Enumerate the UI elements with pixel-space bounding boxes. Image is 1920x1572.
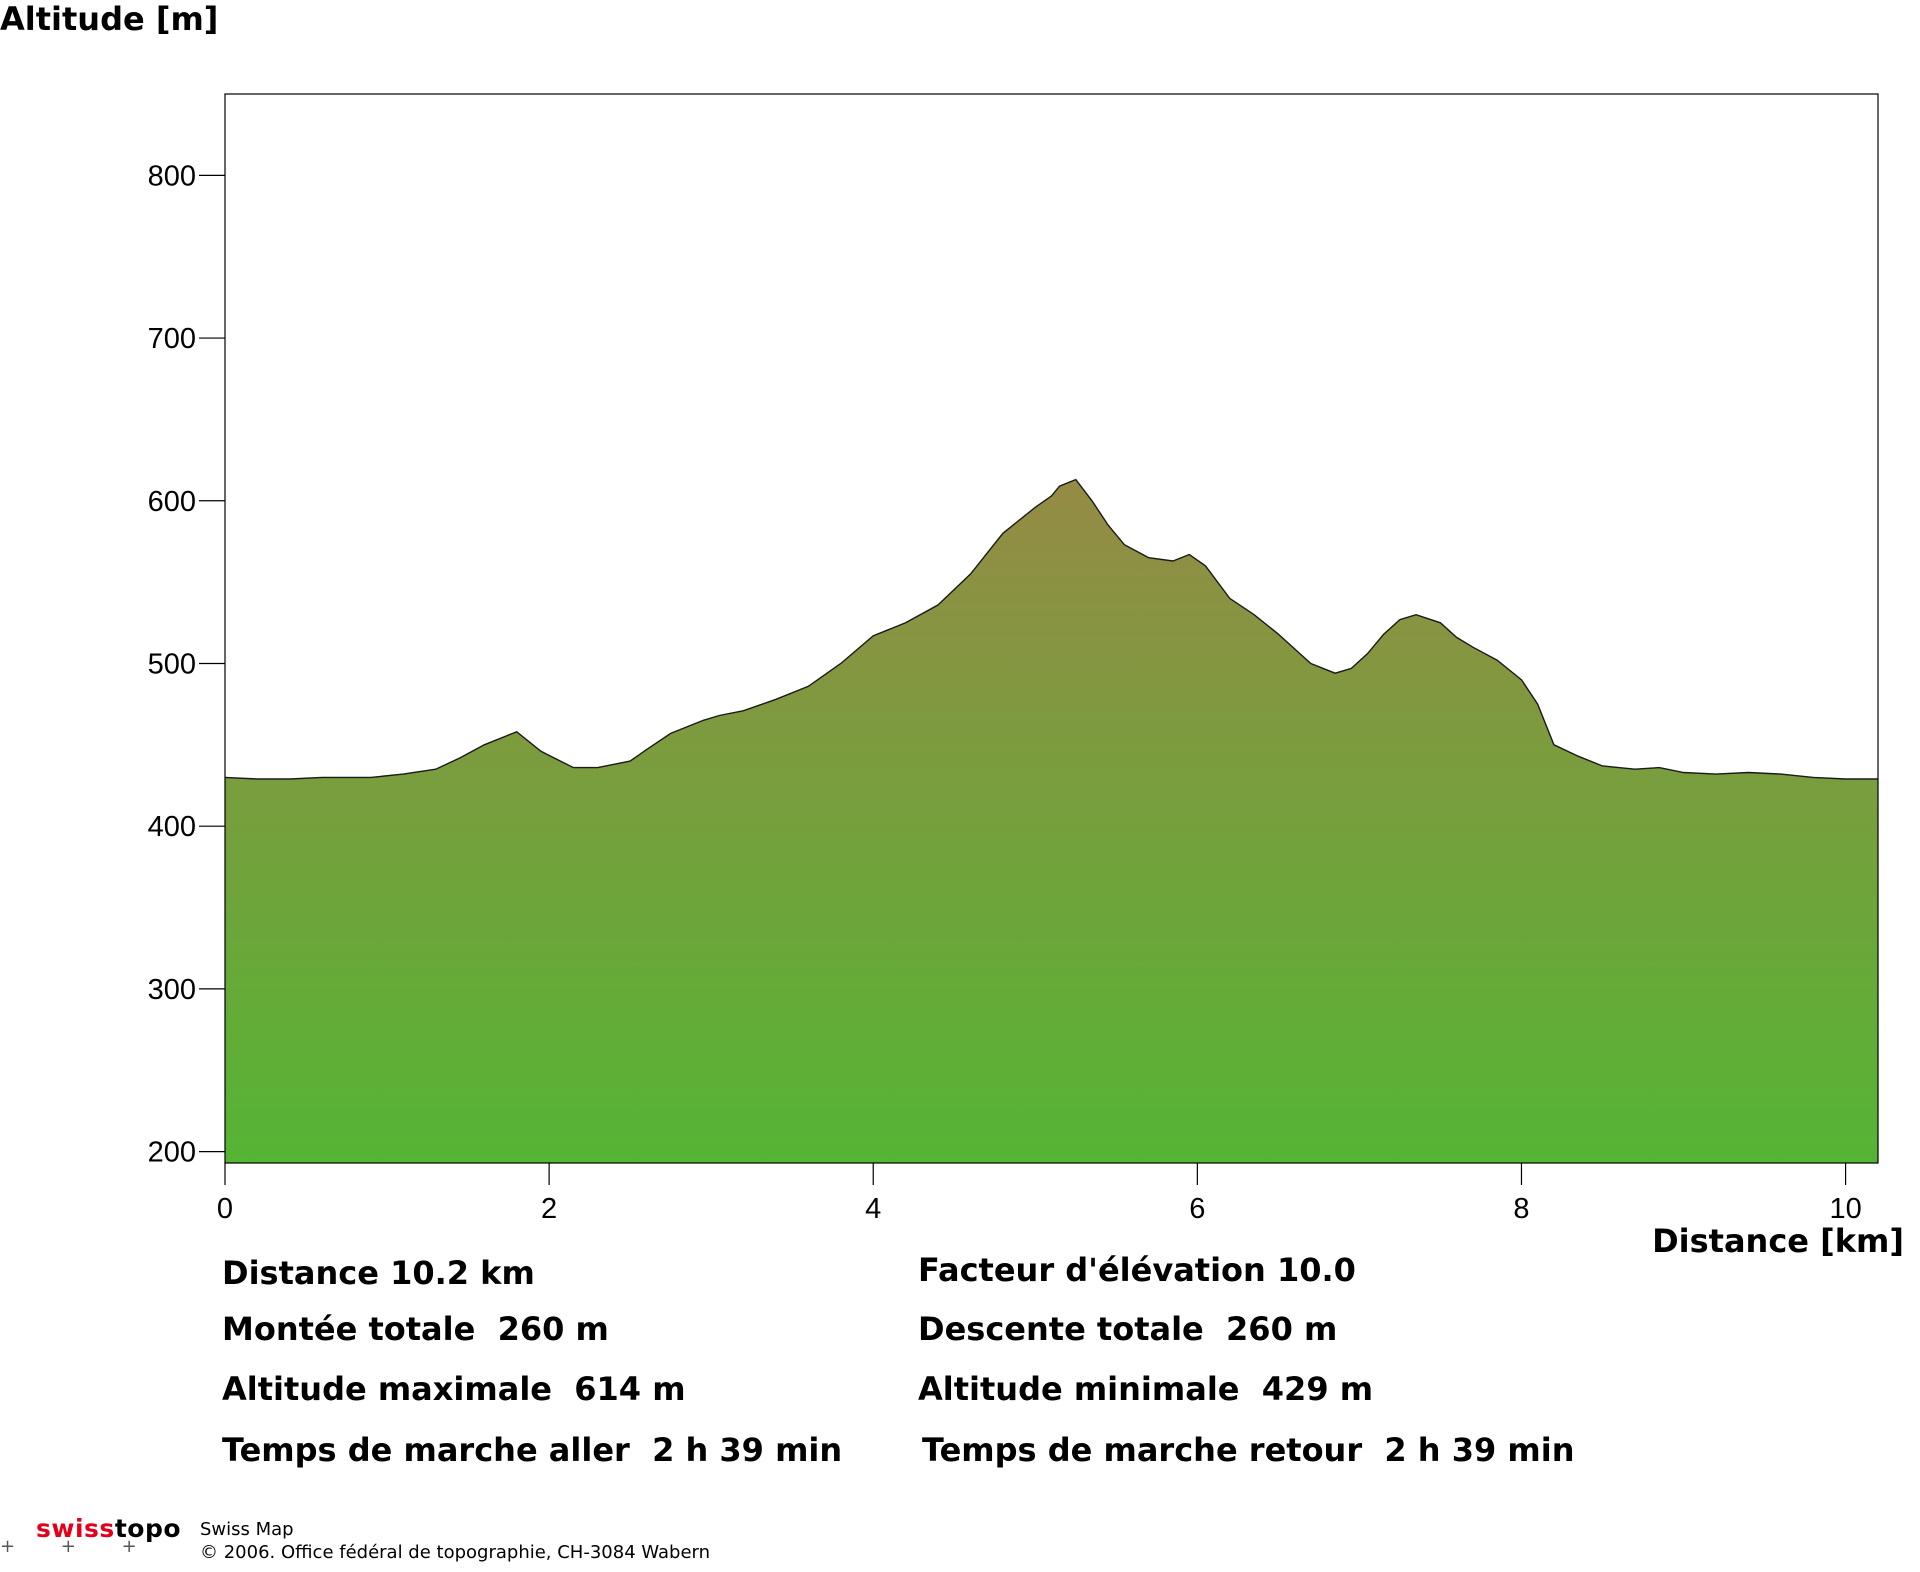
stat-elevation-factor: Facteur d'élévation 10.0 [918,1251,1356,1289]
x-tick-label: 0 [217,1193,233,1225]
stat-altitude-min: Altitude minimale 429 m [918,1370,1374,1408]
y-axis-title: Altitude [m] [0,0,219,38]
stat-altitude-max: Altitude maximale 614 m [222,1370,686,1408]
stat-time-out: Temps de marche aller 2 h 39 min [222,1431,843,1469]
y-tick-label: 700 [148,323,196,355]
y-tick-label: 200 [148,1137,196,1169]
swisstopo-logo: swisstopo [36,1514,181,1543]
footer-copyright: © 2006. Office fédéral de topographie, C… [200,1542,711,1563]
logo-swiss-text: swiss [36,1514,115,1543]
y-tick-label: 400 [148,811,196,843]
y-tick-label: 600 [148,486,196,518]
footer-crosses: + + + [0,1536,157,1557]
y-tick-label: 500 [148,648,196,680]
y-tick-label: 300 [148,974,196,1006]
footer-credits: Swiss Map © 2006. Office fédéral de topo… [200,1518,710,1564]
plot-frame [224,93,1879,1164]
x-tick-label: 10 [1829,1193,1861,1225]
x-tick-label: 4 [865,1193,881,1225]
elevation-area [225,479,1878,1164]
stat-time-back: Temps de marche retour 2 h 39 min [922,1431,1575,1469]
stat-distance: Distance 10.2 km [222,1254,535,1292]
x-tick-label: 2 [541,1193,557,1225]
x-tick-label: 6 [1189,1193,1205,1225]
logo-topo-text: topo [114,1514,182,1543]
x-axis-title: Distance [km] [1652,1222,1904,1260]
y-tick-label: 800 [148,160,196,192]
x-tick-label: 8 [1513,1193,1529,1225]
footer-product: Swiss Map [200,1519,294,1540]
stat-descent: Descente totale 260 m [918,1310,1338,1348]
elevation-line [224,478,1878,780]
stat-ascent: Montée totale 260 m [222,1310,609,1348]
